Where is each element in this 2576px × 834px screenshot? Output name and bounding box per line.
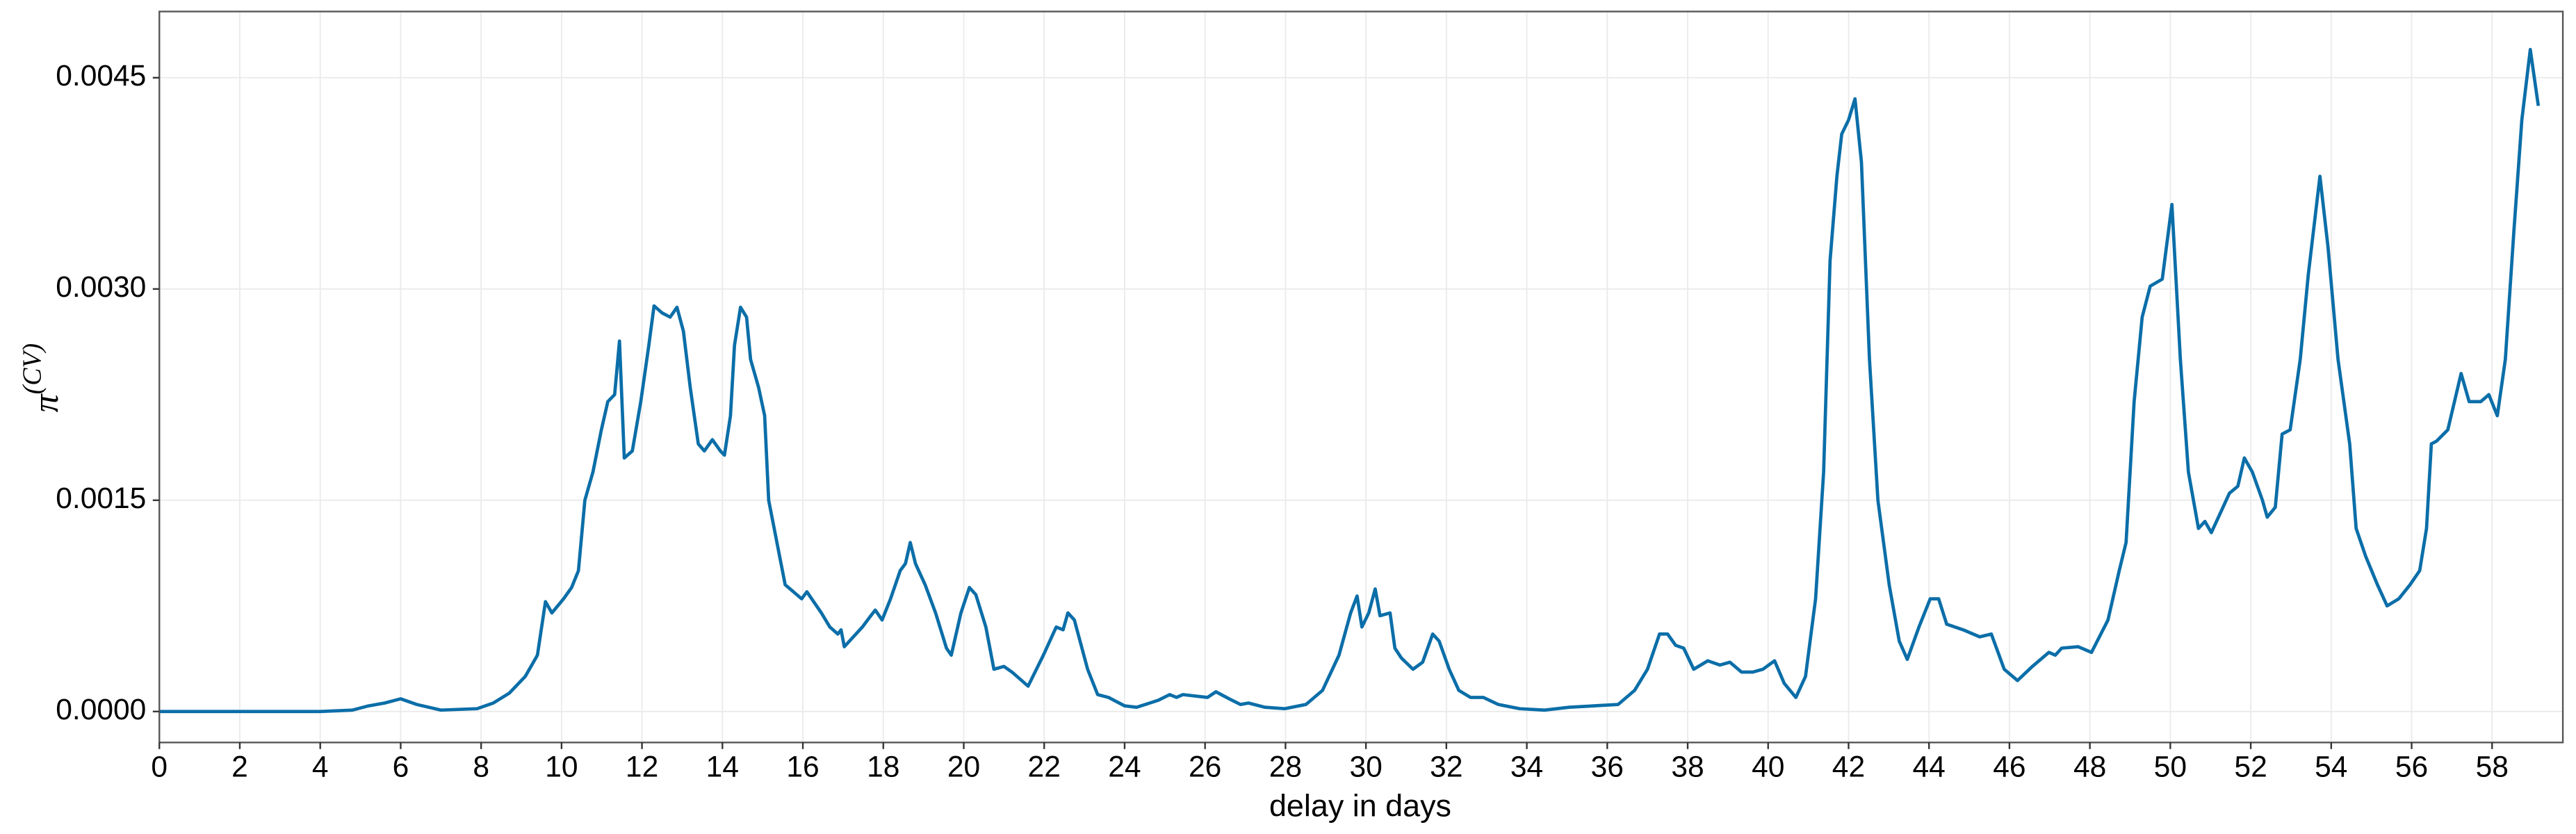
x-tick-label: 42	[1832, 750, 1865, 783]
ticks: 0 2 4 6 8 10 12 14 16 18 20 22 24 26 28 30 32 34 36 38 40 42 4…	[56, 59, 2509, 783]
y-tick-label: 0.0000	[56, 693, 146, 726]
x-tick-label: 14	[706, 750, 739, 783]
plot-frame	[158, 10, 2564, 744]
y-axis-label-base: π	[26, 393, 66, 412]
x-tick-label: 18	[867, 750, 899, 783]
x-tick-label: 12	[626, 750, 658, 783]
x-tick-label: 34	[1510, 750, 1543, 783]
x-tick-label: 0	[151, 750, 168, 783]
x-tick-label: 10	[545, 750, 578, 783]
x-tick-label: 52	[2234, 750, 2267, 783]
x-tick-label: 48	[2073, 750, 2106, 783]
y-tick-label: 0.0015	[56, 482, 146, 515]
x-tick-label: 4	[312, 750, 329, 783]
x-tick-label: 58	[2476, 750, 2509, 783]
x-tick-label: 40	[1752, 750, 1784, 783]
x-tick-label: 36	[1591, 750, 1624, 783]
x-tick-label: 22	[1028, 750, 1061, 783]
x-tick-label: 30	[1349, 750, 1382, 783]
x-tick-label: 24	[1108, 750, 1141, 783]
grid	[158, 11, 2563, 743]
x-tick-label: 16	[786, 750, 819, 783]
y-tick-label: 0.0030	[56, 270, 146, 304]
x-tick-label: 32	[1430, 750, 1462, 783]
x-tick-label: 54	[2315, 750, 2347, 783]
x-tick-label: 20	[947, 750, 980, 783]
x-tick-label: 56	[2395, 750, 2428, 783]
x-tick-label: 44	[1913, 750, 1946, 783]
plot-area	[159, 47, 2541, 714]
x-axis-label: delay in days	[1269, 788, 1451, 824]
x-tick-label: 2	[231, 750, 248, 783]
y-tick-label: 0.0045	[56, 59, 146, 92]
x-tick-label: 26	[1189, 750, 1221, 783]
x-tick-label: 8	[473, 750, 489, 783]
y-axis-label-superscript: (CV)	[17, 343, 47, 394]
data-line	[159, 47, 2541, 714]
x-tick-label: 38	[1671, 750, 1704, 783]
y-axis-label: π(CV)	[17, 343, 66, 413]
x-tick-label: 28	[1269, 750, 1302, 783]
x-tick-label: 46	[1993, 750, 2025, 783]
x-tick-label: 50	[2154, 750, 2187, 783]
x-tick-label: 6	[393, 750, 409, 783]
